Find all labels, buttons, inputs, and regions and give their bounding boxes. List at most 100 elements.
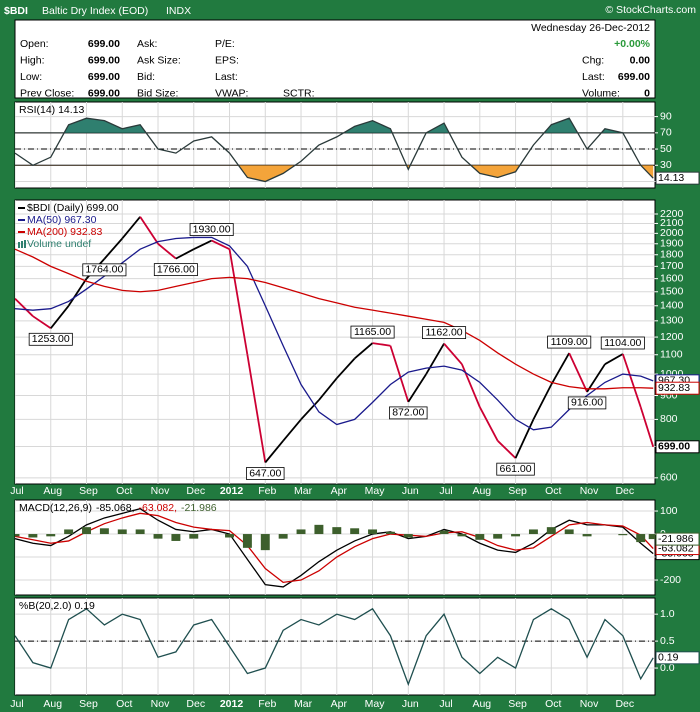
histogram-bar [296, 529, 306, 535]
x-tick-label: Jul [439, 698, 452, 710]
panel-title: MACD(12,26,9) [19, 502, 92, 514]
panel [14, 597, 656, 696]
y-tick-label: 1700 [660, 260, 684, 272]
value-tag [655, 651, 700, 665]
field-value: 699.00 [618, 71, 650, 83]
field-label: P/E: [215, 38, 235, 50]
x-tick-label: Aug [472, 485, 491, 497]
histogram-bar [117, 529, 127, 535]
histogram-bar [403, 534, 413, 538]
price-segment [497, 440, 517, 459]
price-segment [264, 440, 284, 464]
y-tick-label: -200 [660, 574, 681, 586]
annotation: 1253.00 [32, 333, 70, 345]
x-tick-label: Jul [10, 485, 23, 497]
x-tick-label: Sep [508, 698, 527, 710]
legend-label: -63.082, [138, 502, 177, 514]
price-segment [443, 343, 463, 365]
histogram-bar [457, 534, 467, 537]
y-tick-label: 70 [660, 127, 672, 139]
x-tick-label: Jul [439, 485, 452, 497]
annotation: 1764.00 [85, 264, 123, 276]
exchange: INDX [166, 5, 191, 17]
y-tick-label: 1200 [660, 331, 684, 343]
histogram-bar [135, 529, 145, 535]
field-value: 699.00 [88, 71, 120, 83]
x-tick-label: May [365, 698, 386, 710]
legend-label: Volume undef [27, 238, 91, 250]
histogram-bar [28, 534, 38, 538]
panel [14, 499, 656, 596]
histogram-bar [260, 534, 270, 551]
annotation-box [496, 462, 535, 476]
annotation-box [28, 332, 73, 346]
y-tick-label: 1300 [660, 315, 684, 327]
price-segment [604, 353, 624, 365]
annotation: 1104.00 [604, 337, 641, 349]
x-tick-label: Aug [43, 485, 62, 497]
price-segment [354, 342, 374, 360]
y-tick-label: 0.0 [660, 662, 675, 674]
price-segment [479, 406, 499, 442]
annotation: 1109.00 [551, 336, 588, 348]
x-tick-label: Apr [331, 485, 348, 497]
price-segment [139, 216, 159, 245]
x-tick-label: Mar [294, 698, 313, 710]
legend-label: -85.068, [96, 502, 135, 514]
price-segment [103, 237, 123, 260]
histogram-bar [171, 534, 181, 541]
histogram-bar [15, 534, 20, 537]
field-label: Chg: [582, 54, 604, 66]
value-tag-label: 0.19 [658, 652, 679, 664]
histogram-bar [189, 534, 199, 539]
field-label: Ask: [137, 38, 157, 50]
y-tick-label: 100 [660, 505, 678, 517]
legend-swatch [24, 240, 26, 248]
value-tag [655, 532, 700, 546]
y-tick-label: 2100 [660, 217, 684, 229]
y-tick-label: 1900 [660, 238, 684, 250]
x-tick-label: Sep [79, 485, 98, 497]
x-tick-label: Nov [151, 698, 170, 710]
histogram-bar [350, 528, 360, 535]
band-fill [238, 165, 654, 182]
y-tick-label: 600 [660, 472, 678, 484]
x-tick-label: May [365, 485, 386, 497]
histogram-bar [618, 534, 628, 536]
field-label: Last: [215, 71, 238, 83]
annotation-box [567, 396, 607, 410]
date: Wednesday 26-Dec-2012 [531, 22, 650, 34]
histogram-bar [636, 534, 646, 543]
annotation: 872.00 [392, 407, 424, 419]
x-tick-label: Oct [116, 485, 132, 497]
histogram-bar [439, 530, 449, 535]
series-line [15, 512, 654, 584]
x-tick-label: Nov [580, 698, 599, 710]
field-label: High: [20, 54, 45, 66]
annotation-box [422, 326, 467, 340]
plot-area [15, 200, 655, 484]
histogram-bar [564, 529, 574, 535]
series-line [15, 248, 654, 390]
annotation-box [246, 467, 285, 480]
x-tick-label: Dec [186, 698, 205, 710]
field-label: EPS: [215, 54, 239, 66]
annotation: 1162.00 [425, 326, 462, 338]
series-line [15, 236, 654, 431]
price-segment [121, 216, 141, 240]
histogram-bar [475, 534, 485, 540]
y-tick-label: 1500 [660, 286, 684, 298]
legend-label: $BDI (Daily) 699.00 [27, 202, 119, 214]
band-fill [15, 118, 654, 133]
price-segment [175, 248, 195, 260]
panel-title: %B(20,2.0) 0.19 [19, 600, 95, 612]
x-tick-label: Jun [402, 485, 419, 497]
price-segment [157, 243, 177, 260]
series-line [15, 117, 654, 183]
y-tick-label: 800 [660, 413, 678, 425]
y-tick-label: 1600 [660, 272, 684, 284]
histogram-bar [648, 534, 655, 540]
price-segment [32, 315, 52, 330]
price-segment [318, 377, 338, 401]
field-value: 0.00 [630, 54, 651, 66]
